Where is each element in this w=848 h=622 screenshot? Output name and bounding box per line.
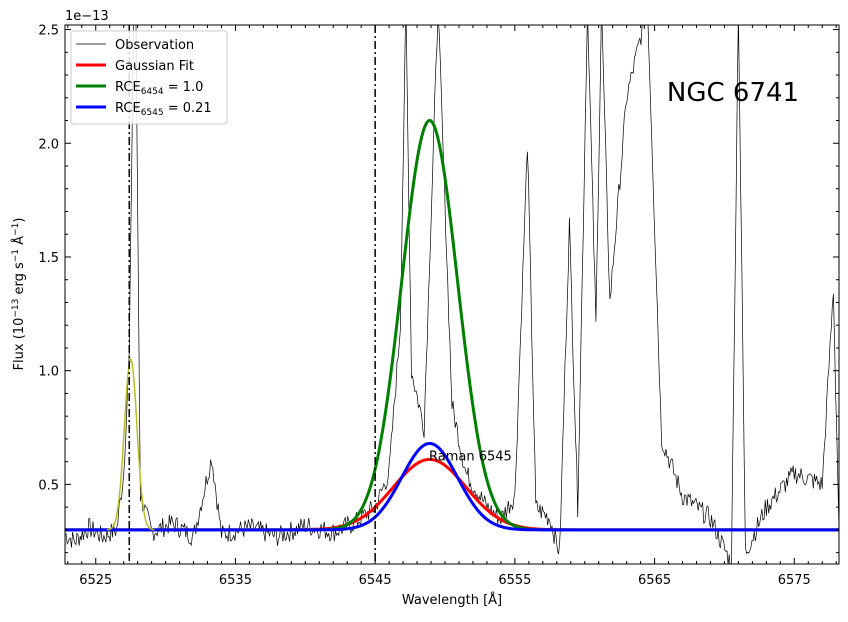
y-offset-text: 1e−13 xyxy=(65,9,109,24)
x-tick-label: 6575 xyxy=(778,573,811,588)
series-rce6545-0-21-line xyxy=(65,442,839,532)
x-tick-label: 6535 xyxy=(219,573,252,588)
raman-annotation: Raman 6545 xyxy=(429,450,512,465)
legend-box xyxy=(70,30,228,125)
legend: Observation Gaussian Fit RCE6454 = 1.0 R… xyxy=(70,30,228,125)
x-tick-label: 6545 xyxy=(359,573,392,588)
plot-frame xyxy=(64,24,840,565)
legend-label-observation: Observation xyxy=(115,38,194,53)
chart-annotation-title: NGC 6741 xyxy=(667,78,799,108)
legend-label-rce6545: RCE6545 = 0.21 xyxy=(115,101,212,118)
y-tick-label: 2.5 xyxy=(38,24,59,39)
x-tick-label: 6525 xyxy=(79,573,112,588)
x-tick-label: 6565 xyxy=(638,573,671,588)
y-tick-label: 0.5 xyxy=(38,478,59,493)
x-axis-label: Wavelength [Å] xyxy=(402,592,502,608)
y-axis-label: Flux (10−13 erg s−1 Å−1) xyxy=(11,218,27,371)
legend-label-gaussian-fit: Gaussian Fit xyxy=(115,59,194,74)
series-unnamed-4-line xyxy=(106,357,155,531)
y-tick-label: 1.5 xyxy=(38,251,59,266)
y-tick-label: 2.0 xyxy=(38,137,59,152)
y-tick-label: 1.0 xyxy=(38,365,59,380)
legend-label-rce6454: RCE6454 = 1.0 xyxy=(115,80,203,97)
x-tick-label: 6555 xyxy=(498,573,531,588)
